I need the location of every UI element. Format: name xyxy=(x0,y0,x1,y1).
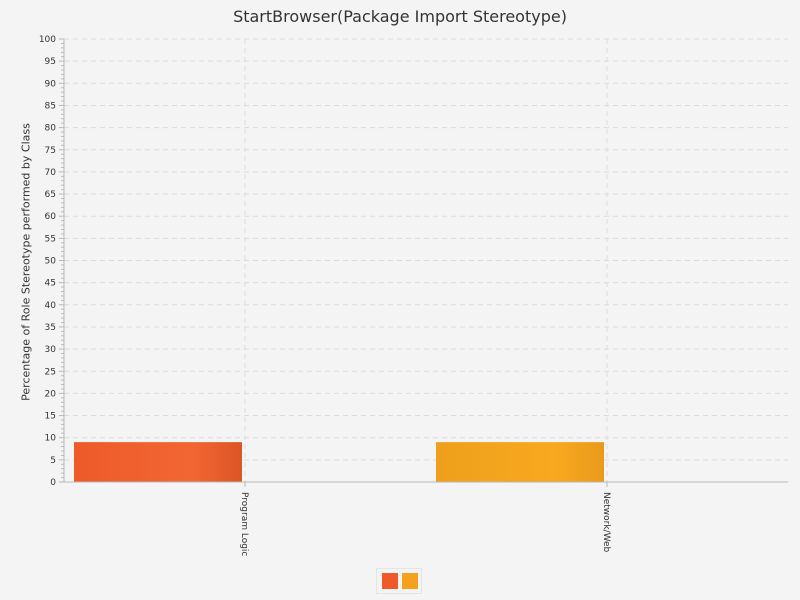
y-tick-label: 60 xyxy=(45,212,57,222)
y-tick-label: 65 xyxy=(45,190,56,200)
y-tick-label: 10 xyxy=(45,434,57,444)
y-tick-label: 85 xyxy=(45,101,56,111)
y-tick-label: 75 xyxy=(45,146,56,156)
chart-title: StartBrowser(Package Import Stereotype) xyxy=(233,7,567,26)
y-tick-label: 95 xyxy=(45,57,56,67)
grid xyxy=(64,38,788,482)
y-tick-label: 45 xyxy=(45,279,56,289)
y-tick-label: 0 xyxy=(50,478,56,488)
y-tick-label: 30 xyxy=(45,345,57,355)
bars xyxy=(74,442,604,482)
y-tick-label: 70 xyxy=(45,168,57,178)
y-tick-label: 90 xyxy=(45,79,57,89)
y-tick-label: 20 xyxy=(45,389,57,399)
bar-1 xyxy=(436,442,604,482)
y-tick-label: 100 xyxy=(39,35,56,45)
y-tick-label: 35 xyxy=(45,323,56,333)
x-tick-label: Network/Web xyxy=(601,492,611,553)
legend-swatch-1 xyxy=(402,573,418,589)
y-tick-label: 15 xyxy=(45,412,56,422)
y-tick-label: 40 xyxy=(45,301,57,311)
y-tick-label: 25 xyxy=(45,367,56,377)
legend-swatch-0 xyxy=(382,573,398,589)
y-tick-label: 50 xyxy=(45,257,57,267)
bar-0 xyxy=(74,442,242,482)
legend xyxy=(376,568,422,594)
y-tick-label: 55 xyxy=(45,234,56,244)
x-tick-label: Program Logic xyxy=(239,492,249,556)
y-tick-label: 80 xyxy=(45,124,57,134)
axes: 0 5 10 15 20 25 30 35 40 45 50 55 60 65 70 75 80 85 90 95 10… xyxy=(39,35,788,556)
y-tick-label: 5 xyxy=(50,456,56,466)
